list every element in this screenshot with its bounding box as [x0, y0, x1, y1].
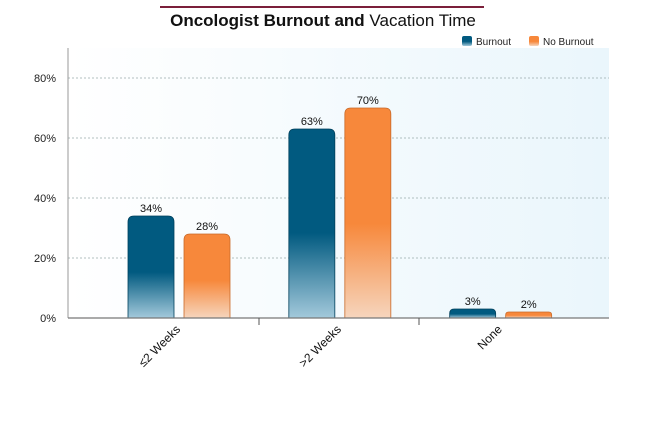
- data-label-burnout: 3%: [465, 296, 481, 308]
- x-axis-tick-labels: ≤2 Weeks >2 Weeks None: [136, 322, 505, 370]
- x-tick-label: ≤2 Weeks: [136, 322, 183, 369]
- legend-label-no-burnout: No Burnout: [543, 37, 594, 48]
- bar-burnout: [127, 215, 175, 319]
- chart-title-bold-part-2: and: [334, 11, 364, 30]
- chart-title-bold-part-1: Oncologist Burnout: [170, 11, 330, 30]
- chart-title: Oncologist Burnout and Vacation Time: [170, 11, 476, 30]
- y-axis-tick-labels: 0% 20% 40% 60% 80%: [34, 73, 56, 325]
- bar-no-burnout: [183, 233, 231, 319]
- x-tick-label: None: [475, 322, 505, 352]
- y-tick-label: 40%: [34, 193, 56, 205]
- x-tick-label: >2 Weeks: [296, 322, 344, 370]
- bar-burnout: [449, 308, 497, 319]
- legend-swatch-burnout: [462, 36, 472, 46]
- data-label-burnout: 34%: [140, 203, 162, 215]
- data-label-no-burnout: 70%: [357, 95, 379, 107]
- bars: [127, 107, 553, 319]
- bar-burnout: [288, 128, 336, 319]
- y-tick-label: 20%: [34, 253, 56, 265]
- legend: Burnout No Burnout: [462, 36, 594, 48]
- y-tick-label: 0%: [40, 313, 56, 325]
- data-label-no-burnout: 28%: [196, 221, 218, 233]
- data-label-no-burnout: 2%: [521, 299, 537, 311]
- legend-swatch-no-burnout: [529, 36, 539, 46]
- y-tick-label: 60%: [34, 133, 56, 145]
- bar-no-burnout: [344, 107, 392, 319]
- data-label-burnout: 63%: [301, 116, 323, 128]
- x-axis-ticks: [258, 318, 420, 325]
- y-tick-label: 80%: [34, 73, 56, 85]
- bar-no-burnout: [505, 311, 553, 319]
- data-labels: 34% 28% 63% 70% 3% 2%: [140, 95, 537, 311]
- chart-title-rest: Vacation Time: [369, 11, 475, 30]
- legend-label-burnout: Burnout: [476, 37, 511, 48]
